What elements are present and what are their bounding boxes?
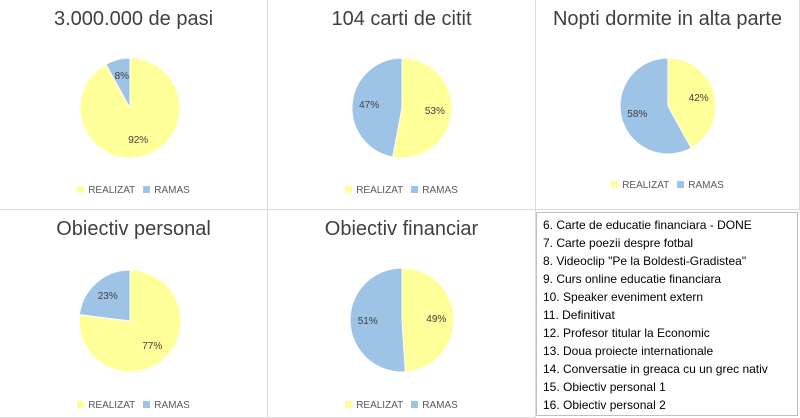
data-label: 23%	[98, 291, 118, 302]
legend-item-ramas: RAMAS	[677, 180, 724, 191]
chart-panel-carti: 104 carti de citit 53% 47% REALIZAT RAMAS	[268, 0, 536, 210]
list-item: 10. Speaker eveniment extern	[543, 290, 704, 304]
pie-chart: 92% 8%	[79, 57, 181, 159]
list-item: 7. Carte poezii despre fotbal	[543, 236, 694, 250]
legend-item-realizat: REALIZAT	[345, 185, 403, 196]
pie-slice-realizat	[667, 57, 717, 149]
chart-title: 104 carti de citit	[331, 8, 472, 30]
chart-title: Nopti dormite in alta parte	[552, 8, 782, 30]
chart-title: 3.000.000 de pasi	[53, 8, 214, 30]
legend-swatch	[345, 185, 353, 193]
legend-label: REALIZAT	[88, 400, 136, 411]
pie-chart: 53% 47%	[351, 57, 453, 159]
legend-swatch	[677, 180, 685, 188]
chart-legend: REALIZAT RAMAS	[536, 180, 799, 191]
list-item: 11. Definitivat	[543, 308, 615, 322]
chart-legend: REALIZAT RAMAS	[268, 185, 535, 196]
legend-label: RAMAS	[422, 400, 458, 411]
legend-label: RAMAS	[154, 400, 190, 411]
legend-item-ramas: RAMAS	[143, 185, 190, 196]
legend-label: RAMAS	[154, 185, 190, 196]
pie-slice-realizat	[392, 57, 453, 159]
pie-slice-realizat	[78, 269, 182, 373]
legend-swatch	[611, 180, 619, 188]
legend-label: RAMAS	[688, 180, 724, 191]
list-item: 6. Carte de educatie financiara - DONE	[543, 218, 752, 232]
pie-slice-ramas	[78, 269, 131, 322]
chart-legend: REALIZAT RAMAS	[0, 400, 267, 411]
pie-chart: 77% 23%	[78, 269, 182, 373]
chart-title: Obiectiv financiar	[324, 218, 479, 240]
legend-label: REALIZAT	[356, 400, 404, 411]
legend-item-ramas: RAMAS	[411, 185, 458, 196]
data-label: 77%	[142, 341, 162, 352]
legend-item-ramas: RAMAS	[411, 400, 458, 411]
legend-label: REALIZAT	[88, 185, 136, 196]
legend-swatch	[345, 400, 353, 408]
pie-slice-ramas	[351, 57, 403, 158]
data-label: 58%	[627, 109, 647, 120]
chart-panel-nopti: Nopti dormite in alta parte 42% 58% REALIZ…	[536, 0, 800, 210]
list-item: 9. Curs online educatie financiara	[543, 272, 722, 286]
list-item: 15. Obiectiv personal 1	[543, 380, 666, 394]
legend-item-realizat: REALIZAT	[77, 400, 135, 411]
data-label: 42%	[689, 93, 709, 104]
data-label: 92%	[128, 135, 148, 146]
list-item: 8. Videoclip "Pe la Boldesti-Gradistea"	[543, 254, 747, 268]
legend-swatch	[411, 185, 419, 193]
legend-item-realizat: REALIZAT	[611, 180, 669, 191]
chart-panel-pasi: 3.000.000 de pasi 92% 8% REALIZAT RAMAS	[0, 0, 268, 210]
list-item: 16. Obiectiv personal 2	[543, 398, 666, 412]
chart-legend: REALIZAT RAMAS	[268, 400, 535, 411]
pie-slice-ramas	[619, 57, 692, 155]
legend-swatch	[143, 185, 151, 193]
list-item: 13. Doua proiecte internationale	[543, 344, 714, 358]
legend-swatch	[77, 400, 85, 408]
legend-item-ramas: RAMAS	[143, 400, 190, 411]
pie-slice-ramas	[349, 267, 406, 373]
data-label: 53%	[425, 106, 445, 117]
legend-swatch	[411, 400, 419, 408]
chart-panel-obiectiv-financiar: Obiectiv financiar 49% 51% REALIZAT RAMAS	[268, 210, 536, 418]
chart-panel-obiectiv-personal: Obiectiv personal 77% 23% REALIZAT RAMAS	[0, 210, 268, 418]
data-label: 49%	[426, 314, 446, 325]
chart-legend: REALIZAT RAMAS	[0, 185, 267, 196]
legend-item-realizat: REALIZAT	[345, 400, 403, 411]
chart-title: Obiectiv personal	[56, 218, 211, 240]
list-item: 12. Profesor titular la Economic	[543, 326, 710, 340]
legend-label: REALIZAT	[622, 180, 670, 191]
data-label: 51%	[358, 316, 378, 327]
legend-item-realizat: REALIZAT	[77, 185, 135, 196]
pie-slice-ramas	[105, 57, 131, 109]
data-label: 47%	[359, 100, 379, 111]
goals-list: 6. Carte de educatie financiara - DONE 7…	[536, 212, 798, 416]
list-item: 14. Conversatie in greaca cu un grec nat…	[543, 362, 768, 376]
legend-swatch	[143, 400, 151, 408]
data-label: 8%	[115, 71, 130, 82]
legend-label: REALIZAT	[356, 185, 404, 196]
pie-chart: 49% 51%	[349, 267, 455, 373]
legend-label: RAMAS	[422, 185, 458, 196]
pie-slice-realizat	[401, 267, 455, 373]
legend-swatch	[77, 185, 85, 193]
pie-chart: 42% 58%	[619, 57, 717, 155]
